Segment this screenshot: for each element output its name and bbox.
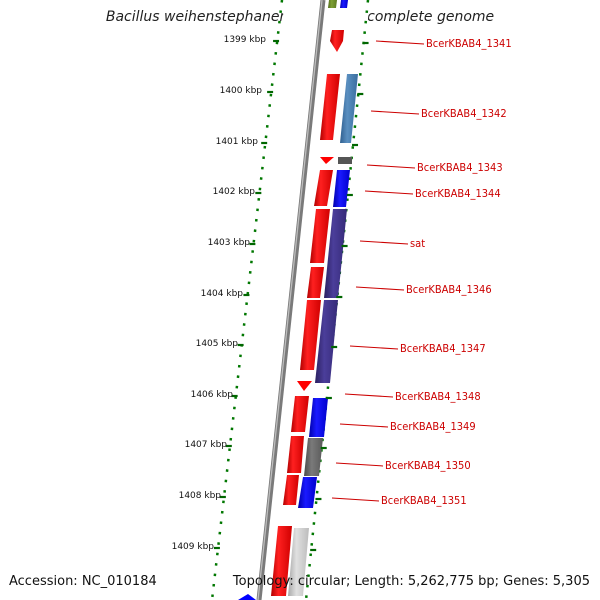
gene-feature [315,300,338,383]
gene-label: BcerKBAB4_1350 [385,459,471,472]
gene-leader-line [366,164,416,169]
cds-arrow [291,396,309,432]
gene-leader-line [359,240,409,245]
gene-feature [298,477,317,508]
partial-feature-top-2 [340,0,348,8]
cds-arrow [300,300,321,370]
kbp-tick-label: 1399 kbp [224,35,267,45]
cds-arrow [320,74,340,140]
kbp-tick-label: 1407 kbp [185,440,228,450]
kbp-tick-label: 1401 kbp [216,137,259,147]
gene-leader-line [335,462,384,467]
cds-arrow [307,267,324,298]
gene-feature [304,438,323,476]
gene-label: BcerKBAB4_1343 [417,161,503,174]
cds-arrow [320,157,334,164]
gene-feature [288,528,309,596]
kbp-tick-label: 1405 kbp [196,339,239,349]
cds-arrow [330,30,344,52]
gene-label: BcerKBAB4_1351 [381,494,467,507]
backbone-line [256,0,326,600]
gene-leader-line [339,423,389,428]
partial-feature-top [328,0,337,8]
gene-feature [340,74,358,143]
gene-label: sat [410,237,425,250]
kbp-tick-label: 1402 kbp [213,187,256,197]
gene-leader-line [370,110,420,115]
cds-arrow [287,436,304,473]
backbone-highlight [257,0,323,600]
gene-feature [338,157,352,164]
gene-label: BcerKBAB4_1346 [406,283,492,296]
gene-leader-line [375,40,425,45]
gene-label: BcerKBAB4_1342 [421,107,507,120]
gene-label: BcerKBAB4_1347 [400,342,486,355]
gene-leader-line [349,345,399,350]
cds-arrow [310,209,330,263]
kbp-tick-label: 1400 kbp [220,86,263,96]
gene-feature [333,170,350,207]
kbp-tick-label: 1409 kbp [172,542,215,552]
gene-leader-line [364,190,414,195]
gene-feature [309,398,328,437]
kbp-tick-label: 1404 kbp [201,289,244,299]
cds-arrow [297,381,312,391]
accession-text: Accession: NC_010184 [9,574,157,589]
partial-feature-bottom [238,594,256,600]
topology-text: Topology: circular; Length: 5,262,775 bp… [232,574,590,589]
cds-arrow [314,170,333,206]
kbp-tick-label: 1406 kbp [191,390,234,400]
gene-leader-line [331,497,380,502]
gene-label: BcerKBAB4_1344 [415,187,501,200]
kbp-tick-label: 1403 kbp [208,238,251,248]
gene-label: BcerKBAB4_1341 [426,37,512,50]
gene-label: BcerKBAB4_1349 [390,420,476,433]
gene-feature [324,209,347,298]
gene-leader-line [355,286,405,291]
gene-leader-line [344,393,394,398]
cds-arrow [271,526,292,596]
kbp-tick-label: 1408 kbp [179,491,222,501]
gene-label: BcerKBAB4_1348 [395,390,481,403]
cds-arrow [283,475,299,505]
